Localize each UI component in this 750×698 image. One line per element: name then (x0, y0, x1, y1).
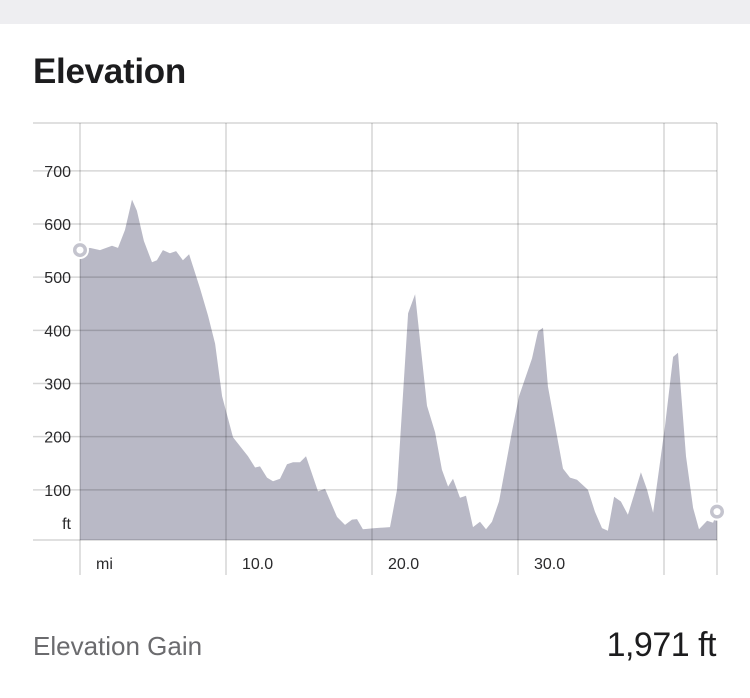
y-tick-label: 300 (44, 377, 71, 394)
y-unit-label: ft (62, 516, 71, 533)
elevation-gain-value: 1,971 ft (606, 626, 717, 664)
y-tick-label: 500 (44, 270, 71, 287)
y-tick-label: 100 (44, 483, 71, 500)
card-title: Elevation (33, 52, 186, 91)
marker-center (76, 246, 84, 254)
y-tick-label: 700 (44, 164, 71, 181)
elevation-area (80, 199, 717, 540)
marker-center (713, 508, 721, 516)
elevation-gain-label: Elevation Gain (33, 631, 203, 661)
x-tick-label: 30.0 (534, 556, 565, 573)
y-tick-label: 600 (44, 217, 71, 234)
end-marker (708, 502, 726, 521)
y-tick-label: 200 (44, 430, 71, 447)
x-tick-label: 10.0 (242, 556, 273, 573)
start-marker (71, 241, 89, 260)
x-tick-label: mi (96, 556, 113, 573)
y-tick-label: 400 (44, 323, 71, 340)
top-bar (0, 0, 750, 24)
x-tick-label: 20.0 (388, 556, 419, 573)
